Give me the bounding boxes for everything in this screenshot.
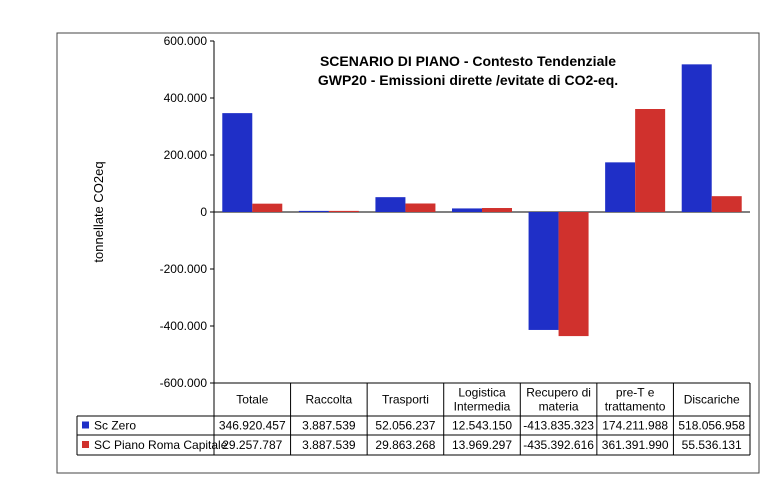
data-value: 29.863.268: [375, 438, 435, 452]
bar-sc-zero-6: [681, 64, 712, 213]
y-tick-label: 0: [200, 205, 207, 219]
category-label: pre-T e: [616, 386, 655, 400]
y-tick-label: 200.000: [164, 148, 208, 162]
category-label: materia: [539, 400, 579, 414]
data-value: 3.887.539: [302, 438, 356, 452]
bar-sc-piano-4: [558, 212, 589, 337]
bar-sc-piano-2: [405, 203, 436, 212]
y-axis-label: tonnellate CO2eq: [91, 161, 106, 262]
category-label: Totale: [236, 393, 268, 407]
chart-title-line-1: SCENARIO DI PIANO - Contesto Tendenziale: [320, 53, 616, 69]
data-value: 29.257.787: [222, 438, 282, 452]
bar-sc-piano-6: [711, 196, 742, 212]
category-label: Intermedia: [454, 400, 511, 414]
category-label: Logistica: [458, 386, 506, 400]
data-value: 346.920.457: [219, 419, 286, 433]
data-value: 518.056.958: [678, 419, 745, 433]
bar-sc-piano-1: [328, 210, 359, 212]
data-value: 52.056.237: [375, 419, 435, 433]
bar-sc-piano-0: [252, 203, 283, 212]
bar-sc-zero-3: [452, 208, 482, 212]
data-value: 12.543.150: [452, 419, 512, 433]
legend-swatch: [82, 441, 89, 448]
data-value: -413.835.323: [523, 419, 594, 433]
bar-sc-zero-4: [528, 212, 559, 330]
category-label: Raccolta: [306, 393, 353, 407]
data-value: 55.536.131: [682, 438, 742, 452]
category-label: Trasporti: [382, 393, 429, 407]
bar-sc-zero-2: [375, 197, 406, 212]
y-tick-label: -400.000: [160, 319, 208, 333]
data-value: 361.391.990: [602, 438, 669, 452]
bar-sc-piano-5: [635, 109, 666, 212]
bar-sc-piano-3: [482, 208, 512, 212]
bar-sc-zero-5: [605, 162, 636, 212]
y-tick-label: 600.000: [164, 34, 208, 48]
y-tick-label: -600.000: [160, 376, 208, 390]
legend-label: Sc Zero: [94, 419, 136, 433]
bar-sc-zero-1: [298, 210, 329, 212]
legend-label: SC Piano Roma Capitale: [94, 438, 228, 452]
category-label: Discariche: [684, 393, 740, 407]
category-label: Recupero di: [526, 386, 591, 400]
y-tick-label: -200.000: [160, 262, 208, 276]
data-value: -435.392.616: [523, 438, 594, 452]
data-table: Totale Raccolta Trasporti LogisticaIntermed…: [76, 382, 751, 456]
legend-swatch: [82, 421, 89, 429]
data-value: 174.211.988: [602, 419, 668, 433]
chart-frame: [56, 32, 760, 474]
chart-title-line-2: GWP20 - Emissioni dirette /evitate di CO…: [318, 72, 618, 88]
data-value: 3.887.539: [302, 419, 356, 433]
bar-sc-zero-0: [222, 113, 253, 212]
category-label: trattamento: [605, 400, 666, 414]
plot-area: 600.000 400.000 200.000 0 -200.000 -400.000 -6…: [160, 34, 750, 390]
y-tick-label: 400.000: [164, 91, 208, 105]
data-value: 13.969.297: [452, 438, 512, 452]
